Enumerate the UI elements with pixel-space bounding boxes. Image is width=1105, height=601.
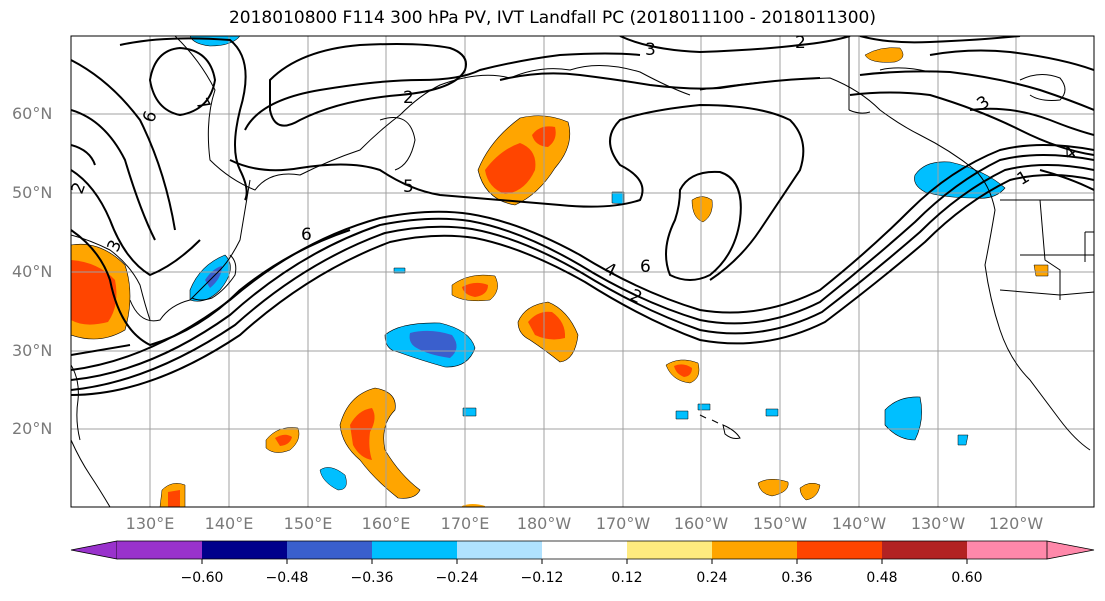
colorbar-bin — [882, 541, 967, 559]
map-title: 2018010800 F114 300 hPa PV, IVT Landfall… — [228, 8, 876, 28]
colorbar-extend-low — [70, 540, 118, 560]
colorbar-tick-label: 0.48 — [866, 570, 898, 586]
shade-positive — [1033, 264, 1049, 277]
shade-negative — [914, 161, 1006, 199]
shade-positive — [462, 282, 488, 297]
shading-layer — [71, 36, 1049, 507]
lon-label: 160°E — [361, 514, 411, 533]
shade-positive — [799, 482, 821, 501]
shade-negative — [765, 408, 779, 417]
shade-positive — [71, 260, 117, 325]
lon-label: 140°E — [204, 514, 254, 533]
lon-label: 130°W — [910, 514, 966, 533]
shade-positive — [350, 408, 375, 460]
colorbar-tick-label: −0.48 — [265, 570, 309, 586]
lon-label: 140°W — [831, 514, 887, 533]
contour-label: 5 — [403, 177, 414, 197]
lon-label: 170°E — [440, 514, 490, 533]
colorbar-bin — [797, 541, 882, 559]
graticule — [71, 36, 1094, 507]
colorbar-tick-label: 0.36 — [781, 570, 813, 586]
colorbar-bin — [627, 541, 712, 559]
lat-label-20n: 20°N — [12, 419, 53, 438]
colorbar-tick-label: −0.12 — [520, 570, 564, 586]
colorbar-tick-label: −0.60 — [180, 570, 224, 586]
shade-positive — [339, 387, 421, 499]
shade-negative — [884, 396, 922, 441]
shade-positive — [528, 311, 566, 340]
lat-label-50n: 50°N — [12, 183, 53, 202]
contour-label: 2 — [403, 88, 414, 108]
colorbar-tick-label: 0.24 — [696, 570, 728, 586]
colorbar-bin — [967, 541, 1047, 559]
shade-positive — [168, 490, 180, 507]
lat-label-30n: 30°N — [12, 341, 53, 360]
shade-negative — [319, 467, 347, 491]
lon-label: 160°W — [673, 514, 729, 533]
shade-positive — [757, 479, 789, 497]
lon-label: 150°W — [752, 514, 808, 533]
lat-label-40n: 40°N — [12, 262, 53, 281]
contour-label: 2 — [627, 285, 645, 308]
lon-label: 170°W — [595, 514, 651, 533]
colorbar-tick-label: 0.12 — [611, 570, 643, 586]
colorbar-tick-label: 0.60 — [951, 570, 983, 586]
pv-contours — [71, 36, 1094, 396]
shade-positive — [864, 47, 904, 63]
colorbar-bin — [457, 541, 542, 559]
shade-positive — [674, 364, 692, 377]
colorbar — [70, 540, 1095, 564]
shade-negative — [675, 410, 689, 420]
contour-label: 3 — [645, 40, 656, 60]
shade-positive — [691, 196, 713, 223]
contour-label: 2 — [795, 33, 806, 53]
contour-label: 4 — [1060, 142, 1080, 165]
contour-label: 6 — [301, 225, 312, 245]
shade-positive — [485, 143, 536, 194]
colorbar-bin — [712, 541, 797, 559]
colorbar-bin — [117, 541, 202, 559]
shade-negative — [697, 403, 711, 411]
shade-negative — [611, 191, 625, 205]
lat-label-60n: 60°N — [12, 104, 53, 123]
lon-label: 120°W — [988, 514, 1044, 533]
lon-label: 150°E — [283, 514, 333, 533]
shade-negative — [957, 434, 969, 446]
colorbar-bin — [202, 541, 287, 559]
colorbar-tick-label: −0.36 — [350, 570, 394, 586]
lon-label: 130°E — [125, 514, 175, 533]
shade-positive — [275, 434, 292, 446]
colorbar-bin — [372, 541, 457, 559]
contour-label: 1 — [1014, 167, 1033, 190]
map-frame — [70, 35, 1095, 508]
coastlines — [71, 36, 1094, 507]
shade-positive — [462, 504, 485, 507]
contour-label: 4 — [601, 259, 619, 282]
colorbar-bin — [542, 541, 627, 559]
contour-label: 6 — [640, 257, 651, 277]
colorbar-tick-label: −0.24 — [435, 570, 479, 586]
lon-label: 180°W — [516, 514, 572, 533]
colorbar-bin — [287, 541, 372, 559]
shade-negative — [462, 407, 477, 417]
colorbar-extend-high — [1046, 540, 1095, 560]
